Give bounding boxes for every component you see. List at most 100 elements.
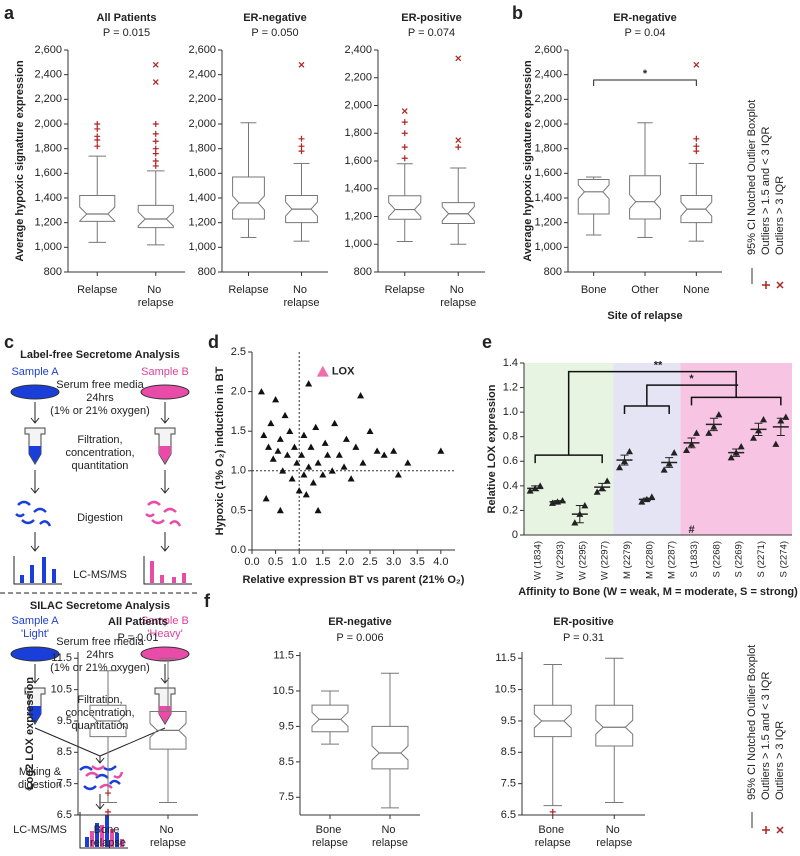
y-tick-label: 1,000 (188, 241, 216, 253)
y-tick-label: 1,200 (534, 217, 562, 229)
legend-extreme: Outliers > 3 IQR (774, 176, 786, 255)
outlier-mild (105, 808, 111, 815)
outlier-mild (455, 144, 462, 151)
point (281, 411, 289, 419)
step-text: (1% or 21% oxygen) (50, 662, 150, 674)
boxplot-legend: 95% CI Notched Outlier Boxplot Outliers … (746, 645, 786, 834)
error-bar (553, 500, 562, 504)
y-tick-label: 11.5 (51, 652, 72, 664)
step-text: (1% or 21% oxygen) (50, 405, 150, 417)
peptides (79, 765, 121, 791)
outlier-mild (152, 145, 159, 152)
replicate (737, 443, 745, 450)
outlier-mild (298, 135, 305, 142)
box (285, 195, 318, 224)
step-text: digestion (18, 779, 62, 791)
y-tick-label: 2,200 (188, 93, 216, 105)
outlier-mild (401, 144, 408, 151)
y-tick-label: 2,000 (34, 118, 62, 130)
x-axis-label: Site of relapse (607, 310, 682, 322)
peptides (145, 500, 182, 527)
x-tick-label: S (2268) (711, 541, 722, 577)
y-tick-label: 0.4 (503, 480, 518, 492)
chart-title: ER-negative (328, 616, 392, 628)
x-axis-label: Relative expression BT vs parent (21% O₂… (243, 574, 465, 586)
x-tick-label: 3.5 (410, 556, 425, 568)
y-tick-label: 7.5 (501, 778, 516, 790)
point (309, 479, 317, 486)
point (347, 475, 355, 482)
point (404, 459, 412, 466)
replicate (693, 429, 700, 436)
y-tick-label: 11.5 (273, 649, 294, 661)
point (267, 419, 275, 427)
replicate (660, 466, 668, 473)
ms-axes (13, 556, 62, 585)
box (311, 704, 349, 733)
x-tick-label: No relapse (372, 824, 408, 849)
box (533, 704, 572, 738)
x-tick-label: No relapse (283, 284, 319, 309)
y-tick-label: 8.5 (57, 746, 72, 758)
replicate (536, 482, 544, 489)
step-text: Filtration, (77, 694, 122, 706)
x-tick-label: W (2295) (577, 541, 588, 580)
legend-plus (762, 826, 770, 834)
x-tick-label: 2.0 (339, 556, 354, 568)
x-tick-label: No relapse (440, 284, 476, 309)
y-tick-label: 11.5 (495, 652, 516, 664)
x-tick-label: Bone relapse (535, 824, 571, 849)
x-tick-label: No relapse (596, 824, 632, 849)
y-tick-label: 8.5 (279, 756, 294, 768)
x-tick-label: W (2297) (600, 541, 611, 580)
step-text: 24hrs (86, 649, 114, 661)
step-text: Serum free media (56, 636, 144, 648)
x-tick-label: Other (631, 284, 659, 296)
x-tick-label: M (2280) (644, 541, 655, 579)
point (352, 443, 360, 450)
x-tick-label: 4.0 (433, 556, 448, 568)
step-text: Mixing & (19, 766, 62, 778)
point (366, 427, 374, 434)
outlier-extreme (298, 61, 305, 68)
x-tick-label: No relapse (150, 824, 186, 849)
y-tick-label: 2,600 (534, 44, 562, 56)
x-tick-label: 2.5 (362, 556, 377, 568)
point (305, 463, 313, 470)
y-tick-label: 1,800 (34, 143, 62, 155)
x-tick-label: Relapse (77, 284, 117, 296)
replicate (616, 463, 623, 471)
box (595, 704, 634, 747)
significance-bracket (593, 79, 697, 86)
y-tick-label: 2,400 (344, 44, 372, 56)
y-tick-label: 1.5 (231, 425, 246, 437)
y-tick-label: 1,800 (534, 143, 562, 155)
error-bar (709, 417, 718, 432)
legend-title: 95% CI Notched Outlier Boxplot (746, 645, 758, 800)
point (316, 365, 329, 377)
x-tick-label: 1.0 (292, 556, 307, 568)
y-tick-label: 800 (198, 266, 216, 278)
error-bar (754, 422, 763, 436)
y-tick-label: 7.5 (57, 778, 72, 790)
x-tick-label: 0.5 (268, 556, 283, 568)
point (295, 487, 303, 494)
point (328, 467, 336, 474)
ms-peaks (20, 557, 56, 583)
point (357, 392, 365, 399)
point (324, 451, 332, 458)
y-tick-label: 2.5 (231, 346, 246, 358)
y-tick-label: 2,400 (34, 69, 62, 81)
y-tick-label: 800 (44, 266, 62, 278)
y-tick-label: 10.5 (495, 684, 516, 696)
replicate (638, 498, 646, 505)
sample-label: Sample A (11, 615, 59, 627)
y-tick-label: 6.5 (57, 809, 72, 821)
outlier-mild (94, 133, 101, 140)
y-tick-label: 1,200 (344, 210, 372, 222)
y-tick-label: 1.0 (231, 465, 246, 477)
step-text: 24hrs (86, 392, 114, 404)
outlier-mild (401, 130, 408, 137)
x-tick-label: M (2279) (622, 541, 633, 579)
significance-bracket (534, 454, 603, 464)
